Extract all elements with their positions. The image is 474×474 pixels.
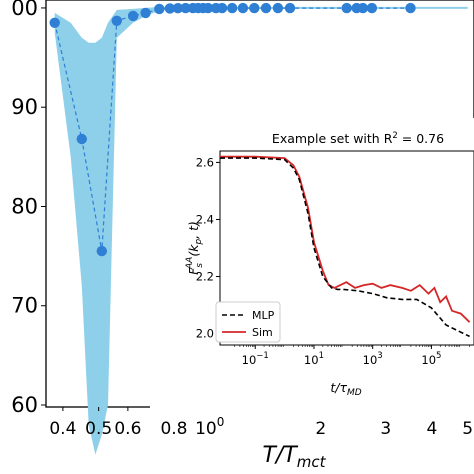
inset-background [150,118,474,413]
inset-y-axis-label: FsAA(kp, t) [185,221,205,275]
main-data-point [180,2,191,14]
main-x-tick-label: 5 [462,419,473,439]
inset-x-tick-label: 103 [363,351,383,367]
main-x-tick-label: 0.6 [114,419,141,439]
main-data-point [76,133,88,145]
main-y-tick-label: 90 [11,95,38,119]
inset-legend: MLP Sim [215,301,281,343]
main-x-tick-label: 3 [380,419,391,439]
inset-plot-frame [219,150,474,346]
main-data-point [284,2,296,14]
main-chart: 0.4 0.5 0.6 0.8 100 2 3 4 5 00 90 80 70 60 T/Tmct [11,0,474,471]
main-x-tick-label: 4 [427,419,438,439]
inset-mlp-line [220,157,470,338]
main-data-point [366,2,378,14]
main-data-point [227,2,238,14]
main-points [49,2,416,257]
inset-x-tick-label: 10−1 [242,351,269,367]
legend-label-mlp: MLP [252,309,275,322]
inset-y-tick-label: 2.4 [196,212,214,226]
main-x-ticks: 0.4 0.5 0.6 0.8 100 2 3 4 5 [49,407,473,439]
main-data-point [164,3,176,14]
main-data-point [202,2,214,14]
main-y-tick-label: 80 [11,194,38,218]
main-data-point [249,2,260,14]
main-y-tick-label: 70 [11,294,38,318]
main-x-tick-label: 0.8 [160,419,187,439]
main-data-point [140,7,151,19]
main-data-point [260,2,272,14]
inset-x-tick-label: 101 [304,351,324,367]
inset-y-tick-label: 2.6 [196,155,214,169]
main-data-point [96,245,108,257]
inset-title: Example set with R2 = 0.76 [272,131,444,146]
main-y-tick-label: 00 [11,0,38,20]
main-x-tick-label: 0.4 [49,419,76,439]
main-data-point [272,2,284,14]
legend-label-sim: Sim [252,326,273,339]
main-data-point [216,2,228,14]
main-data-point [111,15,123,26]
inset-y-tick-label: 2.2 [196,270,214,284]
inset-y-ticks: 2.6 2.4 2.2 2.0 [196,155,220,341]
main-x-tick-label: 2 [315,419,326,439]
main-data-point [237,2,249,14]
inset-x-tick-label: 105 [421,351,441,367]
main-y-ticks: 00 90 80 70 60 [11,0,46,417]
main-x-axis-label: T/Tmct [262,443,326,471]
inset-chart: Example set with R2 = 0.76 10−1 101 103 105… [150,118,474,413]
main-data-point [405,2,416,14]
inset-x-ticks: 10−1 101 103 105 [234,345,470,367]
main-y-tick-label: 60 [11,393,38,417]
main-x-tick-label: 100 [195,415,224,439]
main-data-point [154,3,165,15]
main-data-point [341,2,352,14]
inset-y-tick-label: 2.0 [196,327,214,341]
inset-x-axis-label: t/τMD [330,380,361,398]
main-data-point [172,3,184,14]
main-data-point [357,2,369,14]
main-x-tick-label: 0.5 [85,419,112,439]
main-uncertainty-band [54,6,468,455]
main-data-point [49,17,60,28]
inset-sim-line [220,155,471,323]
main-data-point [127,10,139,22]
